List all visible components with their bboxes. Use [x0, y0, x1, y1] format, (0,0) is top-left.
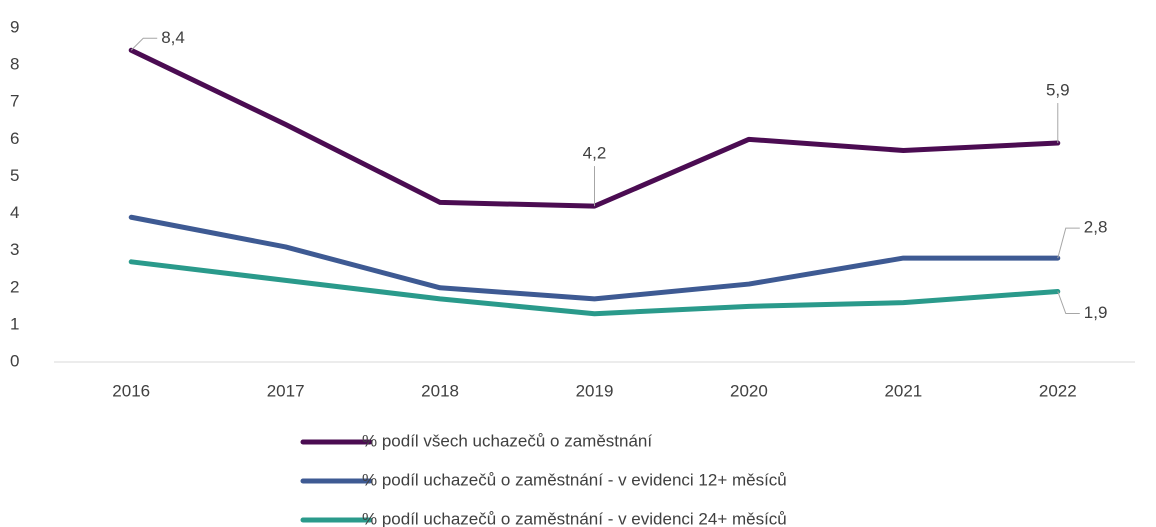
y-tick-label: 4 [10, 203, 19, 222]
y-tick-label: 8 [10, 55, 19, 74]
y-tick-label: 1 [10, 314, 19, 333]
legend-label: % podíl všech uchazečů o zaměstnání [362, 431, 652, 450]
x-tick-label: 2020 [730, 381, 768, 400]
data-label: 5,9 [1046, 81, 1070, 100]
x-tick-label: 2017 [267, 381, 305, 400]
y-tick-label: 5 [10, 166, 19, 185]
legend-label: % podíl uchazečů o zaměstnání - v eviden… [362, 470, 787, 489]
x-tick-label: 2019 [576, 381, 614, 400]
x-tick-label: 2022 [1039, 381, 1077, 400]
y-tick-label: 2 [10, 277, 19, 296]
x-tick-label: 2016 [112, 381, 150, 400]
x-tick-label: 2021 [884, 381, 922, 400]
x-tick-label: 2018 [421, 381, 459, 400]
y-tick-label: 9 [10, 17, 19, 36]
series-line [128, 214, 1061, 302]
y-tick-label: 7 [10, 92, 19, 111]
data-label: 8,4 [161, 28, 185, 47]
legend-label: % podíl uchazečů o zaměstnání - v eviden… [362, 509, 787, 527]
leader-line [1057, 227, 1080, 259]
leader-line [130, 37, 158, 51]
series-line [128, 259, 1061, 317]
y-tick-label: 6 [10, 129, 19, 148]
data-label: 4,2 [583, 144, 607, 163]
data-label: 2,8 [1084, 218, 1108, 237]
leader-line [1057, 291, 1080, 314]
y-tick-label: 0 [10, 351, 19, 370]
y-tick-label: 3 [10, 240, 19, 259]
data-label: 1,9 [1084, 303, 1108, 322]
